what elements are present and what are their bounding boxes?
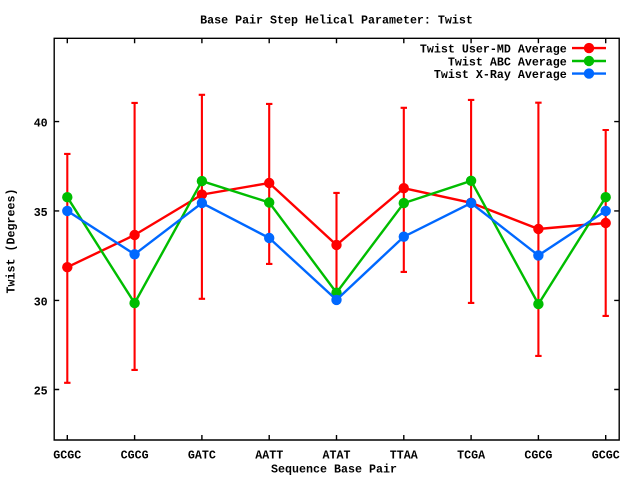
svg-text:GCGC: GCGC xyxy=(53,449,81,463)
svg-text:25: 25 xyxy=(34,384,48,398)
svg-text:Sequence Base Pair: Sequence Base Pair xyxy=(271,462,397,476)
svg-text:ATAT: ATAT xyxy=(323,449,351,463)
svg-text:35: 35 xyxy=(34,206,48,220)
svg-text:40: 40 xyxy=(34,117,48,131)
svg-text:Twist (Degrees): Twist (Degrees) xyxy=(5,189,19,294)
svg-text:TCGA: TCGA xyxy=(457,449,485,463)
svg-text:CGCG: CGCG xyxy=(524,449,552,463)
svg-text:Twist ABC Average: Twist ABC Average xyxy=(448,55,567,69)
svg-text:TTAA: TTAA xyxy=(390,449,418,463)
svg-text:GCGC: GCGC xyxy=(592,449,620,463)
svg-text:30: 30 xyxy=(34,295,48,309)
svg-text:Twist X-Ray Average: Twist X-Ray Average xyxy=(434,68,567,82)
svg-text:Base Pair Step Helical Paramet: Base Pair Step Helical Parameter: Twist xyxy=(200,14,473,28)
svg-text:GATC: GATC xyxy=(188,449,216,463)
svg-text:Twist User-MD Average: Twist User-MD Average xyxy=(420,43,567,57)
svg-text:CGCG: CGCG xyxy=(121,449,149,463)
svg-text:AATT: AATT xyxy=(255,449,283,463)
